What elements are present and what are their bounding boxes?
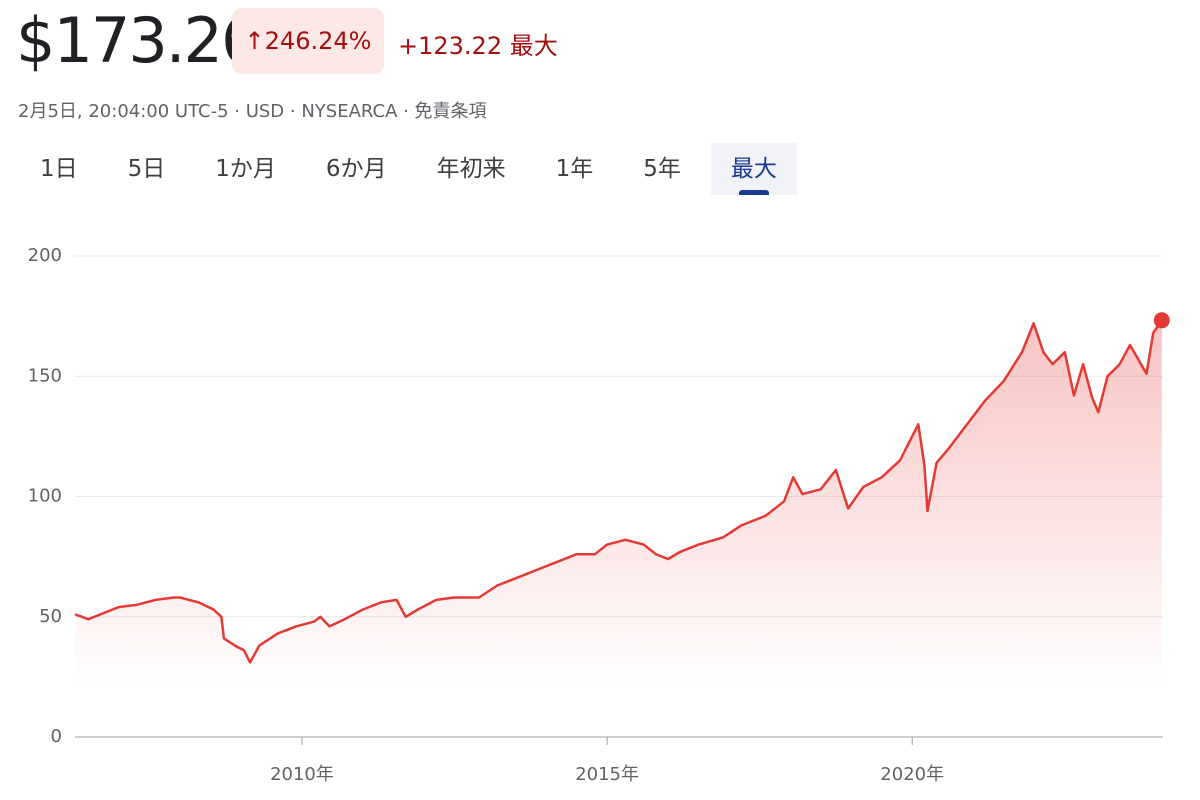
y-tick-label: 50 — [39, 606, 62, 627]
change-percent-value: 246.24% — [264, 27, 372, 55]
range-tab[interactable]: 1か月 — [215, 156, 276, 182]
x-tick-label: 2020年 — [880, 764, 944, 785]
price: $173.26 — [16, 4, 260, 77]
change: +123.22 最大 — [398, 26, 558, 61]
y-tick-label: 0 — [51, 726, 62, 747]
range-tab[interactable]: 1年 — [555, 156, 594, 182]
range-tab[interactable]: 1日 — [40, 156, 78, 182]
change-value: +123.22 — [398, 32, 503, 60]
x-tick-label: 2015年 — [575, 764, 639, 785]
range-tab[interactable]: 5日 — [127, 156, 166, 182]
y-tick-label: 200 — [28, 245, 62, 266]
range-tabs: 1日 5日 1か月 6か月 年初来 1年 5年 最大 — [20, 143, 807, 195]
range-tab[interactable]: 5年 — [643, 156, 681, 182]
change-percent: ↑246.24% — [232, 8, 384, 74]
area — [75, 320, 1162, 689]
price-line — [74, 319, 1163, 664]
range-tab[interactable]: 年初来 — [436, 156, 506, 182]
last-point — [1153, 312, 1170, 329]
period: 最大 — [509, 32, 558, 60]
subtitle: 2月5日, 20:04:00 UTC-5 · USD · NYSEARCA · … — [18, 101, 487, 122]
range-tab[interactable]: 6か月 — [325, 156, 387, 182]
x-tick-label: 2010年 — [270, 764, 334, 785]
range-tab[interactable]: 最大 — [710, 143, 797, 195]
y-tick-label: 100 — [28, 486, 62, 507]
y-tick-label: 150 — [28, 365, 62, 386]
